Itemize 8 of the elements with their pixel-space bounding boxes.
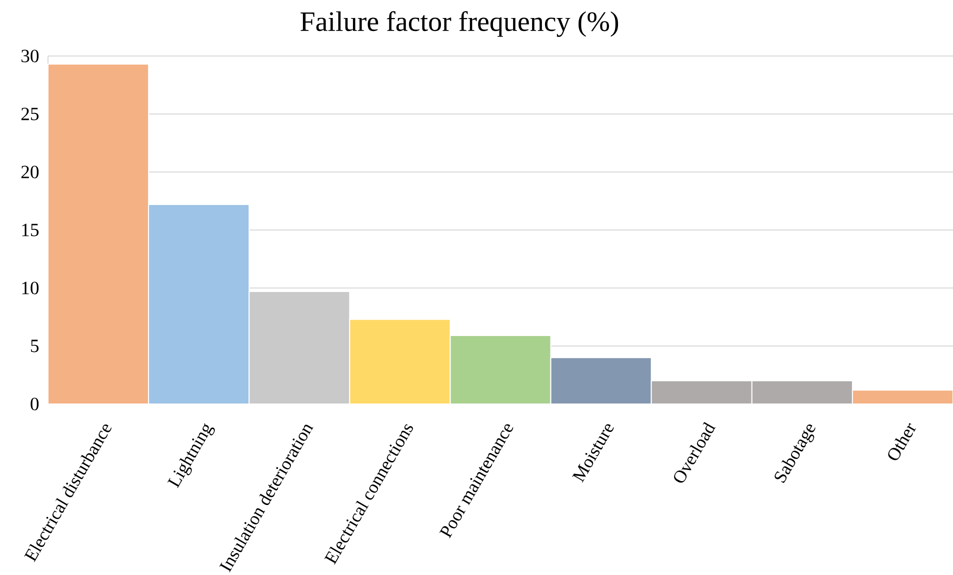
y-tick-label: 15 [22, 224, 39, 236]
y-tick-label: 25 [21, 108, 39, 120]
y-tick-label: 20 [21, 166, 39, 178]
chart-title: Failure factor frequency (%) [300, 11, 618, 37]
y-tick-label: 0 [30, 398, 39, 410]
y-tick-label: 5 [31, 340, 39, 352]
y-tick-label: 10 [22, 282, 39, 294]
y-tick-label: 30 [22, 50, 39, 62]
